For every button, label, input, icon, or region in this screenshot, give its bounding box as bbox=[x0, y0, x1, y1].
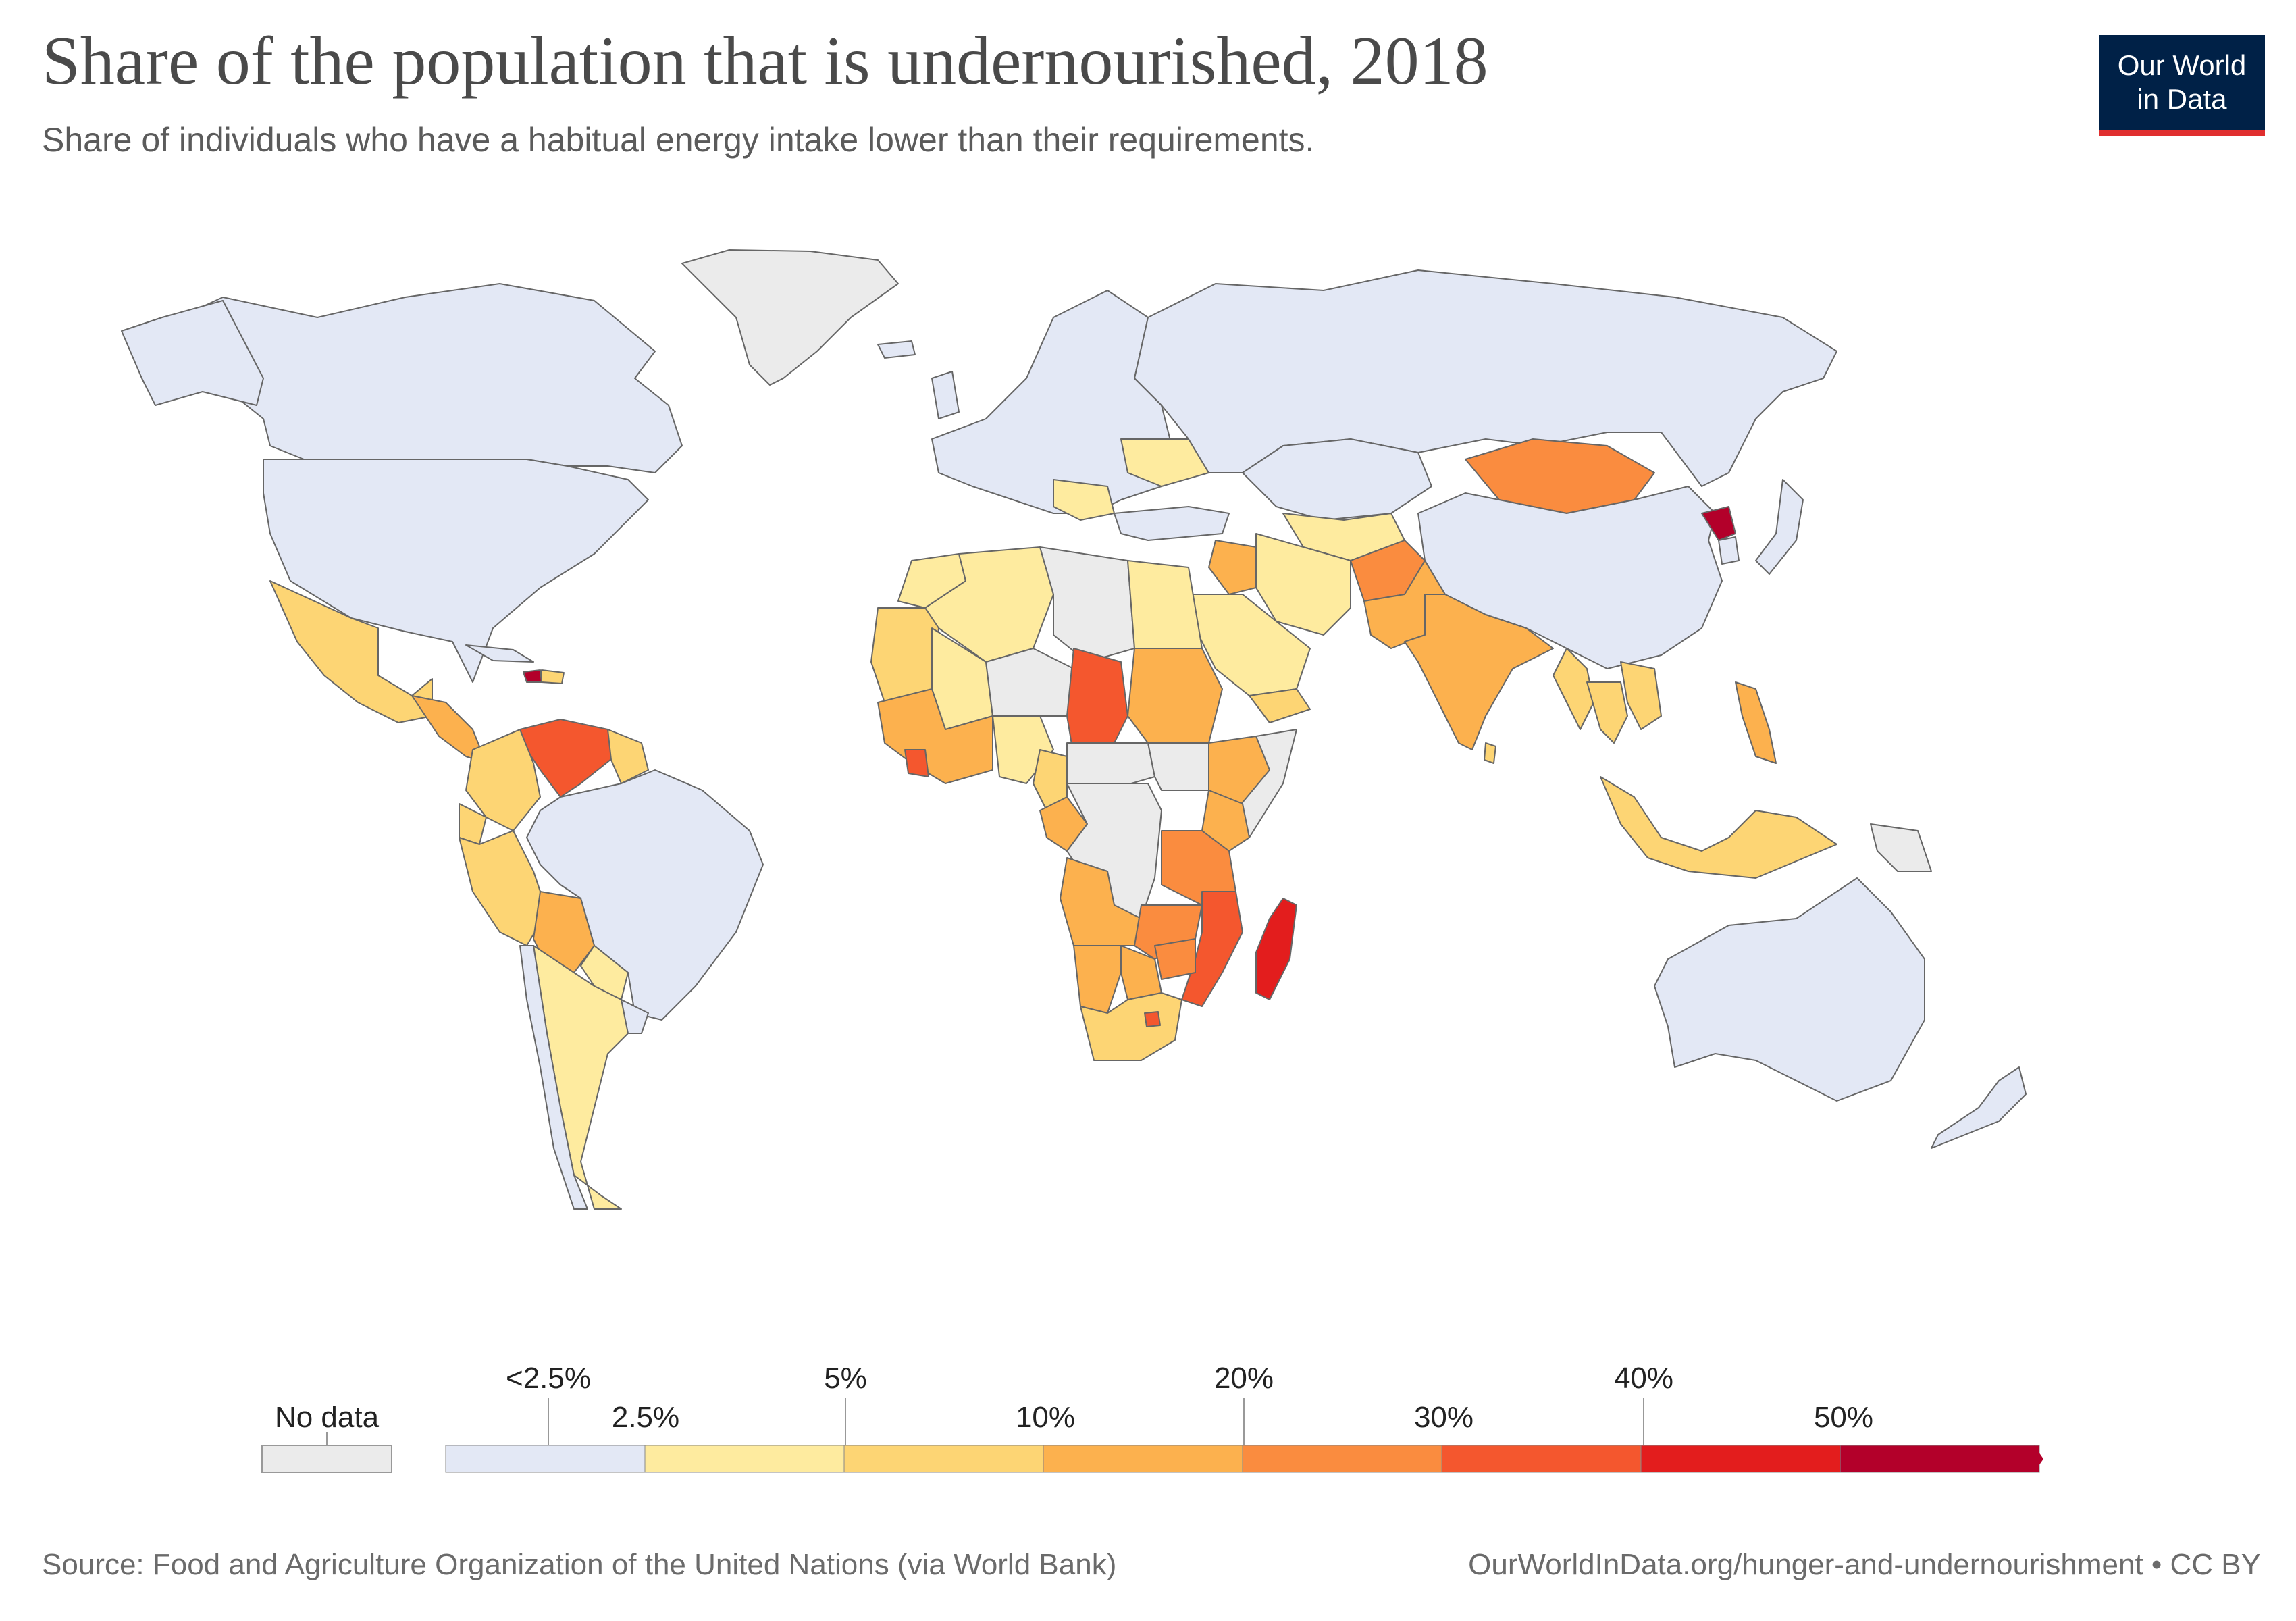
country-png[interactable] bbox=[1870, 823, 1932, 872]
country-yemen[interactable] bbox=[1249, 688, 1311, 723]
country-cuba[interactable] bbox=[465, 644, 534, 663]
country-thailand[interactable] bbox=[1586, 681, 1628, 744]
legend-bin-6[interactable] bbox=[1640, 1445, 1841, 1473]
country-liberia[interactable] bbox=[904, 749, 929, 777]
country-madagascar[interactable] bbox=[1255, 898, 1297, 1000]
owid-logo[interactable]: Our World in Data bbox=[2099, 35, 2265, 136]
legend-top-label-2: 5% bbox=[824, 1362, 867, 1395]
country-sudan[interactable] bbox=[1127, 648, 1223, 744]
legend-top-label-4: 40% bbox=[1613, 1362, 1674, 1395]
country-north-korea[interactable] bbox=[1701, 506, 1736, 541]
country-colombia[interactable] bbox=[465, 729, 541, 831]
source-note: Source: Food and Agriculture Organizatio… bbox=[42, 1548, 1117, 1581]
country-sri-lanka[interactable] bbox=[1484, 742, 1496, 764]
country-iceland[interactable] bbox=[877, 340, 916, 359]
legend-top-label-3: 20% bbox=[1214, 1362, 1274, 1395]
legend-bin-4[interactable] bbox=[1242, 1445, 1442, 1473]
country-zimbabwe[interactable] bbox=[1154, 938, 1196, 980]
legend-bin-3[interactable] bbox=[1043, 1445, 1243, 1473]
country-niger[interactable] bbox=[985, 648, 1074, 717]
country-south-korea[interactable] bbox=[1718, 536, 1740, 565]
country-dominican-rep[interactable] bbox=[541, 669, 565, 684]
country-turkey[interactable] bbox=[1114, 506, 1230, 541]
country-egypt[interactable] bbox=[1127, 560, 1203, 649]
legend-bin-1[interactable] bbox=[644, 1445, 845, 1473]
legend bbox=[261, 1398, 2043, 1473]
country-chad[interactable] bbox=[1066, 648, 1128, 757]
logo-line-1: Our World bbox=[2117, 49, 2247, 81]
legend-bottom-label-4: 50% bbox=[1813, 1401, 1874, 1434]
country-australia[interactable] bbox=[1654, 877, 1925, 1102]
country-myanmar[interactable] bbox=[1553, 648, 1594, 730]
legend-no-data-swatch[interactable] bbox=[261, 1445, 392, 1473]
country-south-africa[interactable] bbox=[1080, 992, 1182, 1061]
country-west-africa[interactable] bbox=[877, 688, 993, 784]
country-mauritania[interactable] bbox=[870, 607, 939, 703]
country-libya[interactable] bbox=[1039, 546, 1135, 663]
country-russia[interactable] bbox=[1134, 269, 1837, 487]
country-new-zealand[interactable] bbox=[1931, 1066, 2027, 1149]
country-iran[interactable] bbox=[1255, 533, 1351, 636]
country-kazakhstan[interactable] bbox=[1242, 438, 1432, 521]
country-lesotho[interactable] bbox=[1144, 1011, 1161, 1027]
country-ukraine[interactable] bbox=[1120, 438, 1209, 487]
country-kenya[interactable] bbox=[1201, 790, 1250, 852]
country-mozambique[interactable] bbox=[1181, 891, 1243, 1007]
legend-bottom-label-3: 30% bbox=[1413, 1401, 1474, 1434]
country-india[interactable] bbox=[1404, 594, 1554, 750]
country-balkans[interactable] bbox=[1053, 479, 1115, 521]
legend-arrow-tip bbox=[2034, 1445, 2043, 1472]
country-vietnam[interactable] bbox=[1620, 661, 1662, 730]
legend-no-data-label: No data bbox=[274, 1401, 380, 1434]
legend-bottom-label-2: 10% bbox=[1015, 1401, 1076, 1434]
source-url[interactable]: OurWorldInData.org/hunger-and-undernouri… bbox=[1468, 1548, 2261, 1581]
legend-bin-0[interactable] bbox=[445, 1445, 646, 1473]
country-philippines[interactable] bbox=[1735, 681, 1777, 764]
chart-title: Share of the population that is undernou… bbox=[42, 23, 1488, 99]
country-namibia[interactable] bbox=[1073, 945, 1122, 1014]
country-guyana[interactable] bbox=[607, 729, 649, 784]
country-alaska[interactable] bbox=[121, 300, 264, 406]
country-uk[interactable] bbox=[931, 371, 960, 419]
country-mexico[interactable] bbox=[269, 580, 433, 723]
country-japan[interactable] bbox=[1755, 479, 1804, 575]
legend-bottom-label-1: 2.5% bbox=[611, 1401, 680, 1434]
legend-bin-2[interactable] bbox=[843, 1445, 1044, 1473]
country-south-sudan[interactable] bbox=[1147, 742, 1209, 791]
logo-line-2: in Data bbox=[2137, 83, 2227, 115]
legend-top-label-1: <2.5% bbox=[506, 1362, 591, 1395]
country-indonesia[interactable] bbox=[1600, 776, 1837, 879]
country-brazil[interactable] bbox=[526, 769, 764, 1021]
country-uruguay[interactable] bbox=[621, 999, 649, 1034]
legend-bin-5[interactable] bbox=[1441, 1445, 1642, 1473]
country-haiti[interactable] bbox=[523, 669, 542, 683]
legend-bin-7[interactable] bbox=[1840, 1445, 2040, 1473]
country-chile[interactable] bbox=[519, 945, 588, 1210]
chart-subtitle: Share of individuals who have a habitual… bbox=[42, 121, 1315, 159]
country-iraq[interactable] bbox=[1208, 540, 1257, 595]
country-greenland[interactable] bbox=[681, 249, 899, 386]
